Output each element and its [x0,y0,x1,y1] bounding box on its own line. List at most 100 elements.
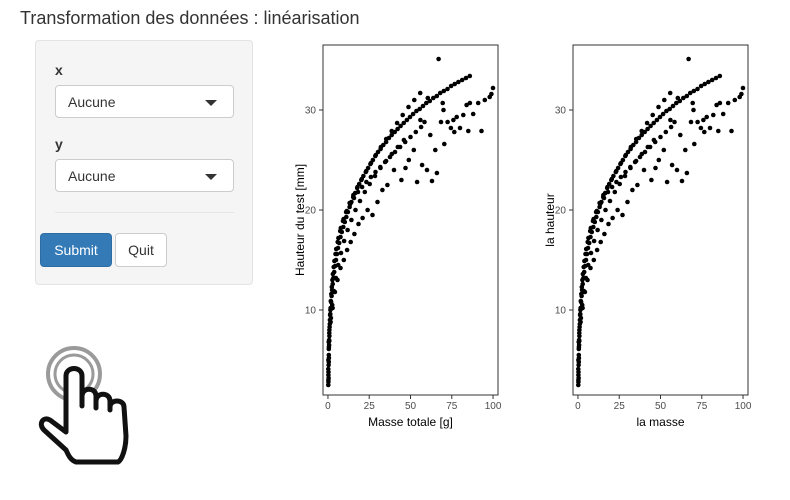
scatter-point [408,134,413,140]
scatter-point [428,132,433,138]
scatter-point [720,111,726,117]
scatter-point [417,106,422,112]
scatter-point [355,184,360,190]
scatter-point [479,128,484,134]
scatter-point [602,231,607,237]
scatter-point [454,114,459,120]
scatter-plot-right: 0 25 50 75 100 10 20 30 la masse la hauteur [535,35,760,440]
scatter-point [653,165,658,171]
scatter-point [461,112,466,118]
scatter-point [395,126,400,132]
scatter-point [404,117,410,123]
scatter-point [359,176,365,182]
scatter-point [385,182,390,188]
scatter-point [441,88,447,94]
scatter-point [448,83,454,89]
scatter-point [623,152,629,158]
scatter-point [684,170,690,176]
scatter-point [707,125,713,131]
divider [55,212,234,213]
quit-button[interactable]: Quit [115,233,167,267]
scatter-point [457,125,463,131]
scatter-point [623,169,628,175]
sidebar-panel: x Aucune y Aucune Submit Quit [35,40,253,285]
scatter-point [687,90,693,96]
scatter-point [593,209,599,215]
scatter-point [582,258,587,264]
scatter-point [588,265,593,271]
scatter-point [411,147,417,153]
y-select[interactable]: Aucune [55,159,234,192]
y-tick-label: 20 [305,206,317,217]
scatter-point [713,75,719,81]
scatter-point [356,221,361,227]
y-tick-label: 20 [555,206,567,217]
scatter-point [605,189,611,195]
scatter-point [441,107,446,113]
scatter-point [429,178,435,184]
x-tick-label: 75 [446,401,458,412]
scatter-point [674,167,680,173]
scatter-point [343,209,349,215]
scatter-point [413,129,419,135]
scatter-point [605,184,610,190]
scatter-point [347,200,352,206]
scatter-point [607,198,613,204]
scatter-point [578,298,584,304]
scatter-point [583,246,589,252]
scatter-point [599,217,604,223]
scatter-point [732,97,738,103]
scatter-point [406,104,411,110]
scatter-point [641,167,647,173]
scatter-point [364,179,369,185]
scatter-point [349,217,354,223]
scatter-point [330,271,336,277]
hand-pointer-tap-icon [36,344,136,473]
scatter-point [650,112,655,118]
y-axis-label: Hauteur du test [mm] [293,164,307,276]
scatter-point [630,187,635,193]
scatter-point [717,73,723,79]
scatter-point [667,90,673,96]
scatter-point [695,119,700,125]
scatter-point [576,346,582,352]
submit-button[interactable]: Submit [40,233,112,267]
scatter-point [395,144,401,150]
scatter-point [714,102,719,108]
scatter-point [331,264,336,270]
scatter-point [603,207,608,213]
scatter-point [633,136,639,142]
scatter-point [383,158,389,164]
scatter-point [591,238,597,244]
scatter-point [338,265,343,271]
scatter-point [609,176,615,182]
scatter-point [332,289,338,295]
scatter-point [579,291,584,297]
x-axis-label: la masse [636,415,684,429]
x-select-label: x [55,62,63,78]
x-select[interactable]: Aucune [55,85,234,118]
scatter-point [368,174,374,180]
scatter-point [609,184,615,190]
scatter-point [684,93,690,99]
scatter-point [618,160,624,166]
scatter-point [576,369,581,375]
scatter-point [418,124,424,130]
scatter-point [622,173,628,179]
scatter-point [373,169,378,175]
scatter-point [606,221,611,227]
scatter-point [711,112,716,118]
scatter-point [717,100,723,106]
scatter-point [417,90,423,96]
scatter-point [615,207,620,213]
scatter-point [452,129,457,135]
scatter-point [328,319,333,325]
scatter-point [326,346,332,352]
scatter-point [418,117,423,123]
scatter-point [467,73,473,79]
scatter-point [686,56,691,62]
scatter-point [338,250,344,256]
scatter-point [425,95,431,101]
scatter-point [327,327,332,333]
scatter-point [691,88,697,94]
